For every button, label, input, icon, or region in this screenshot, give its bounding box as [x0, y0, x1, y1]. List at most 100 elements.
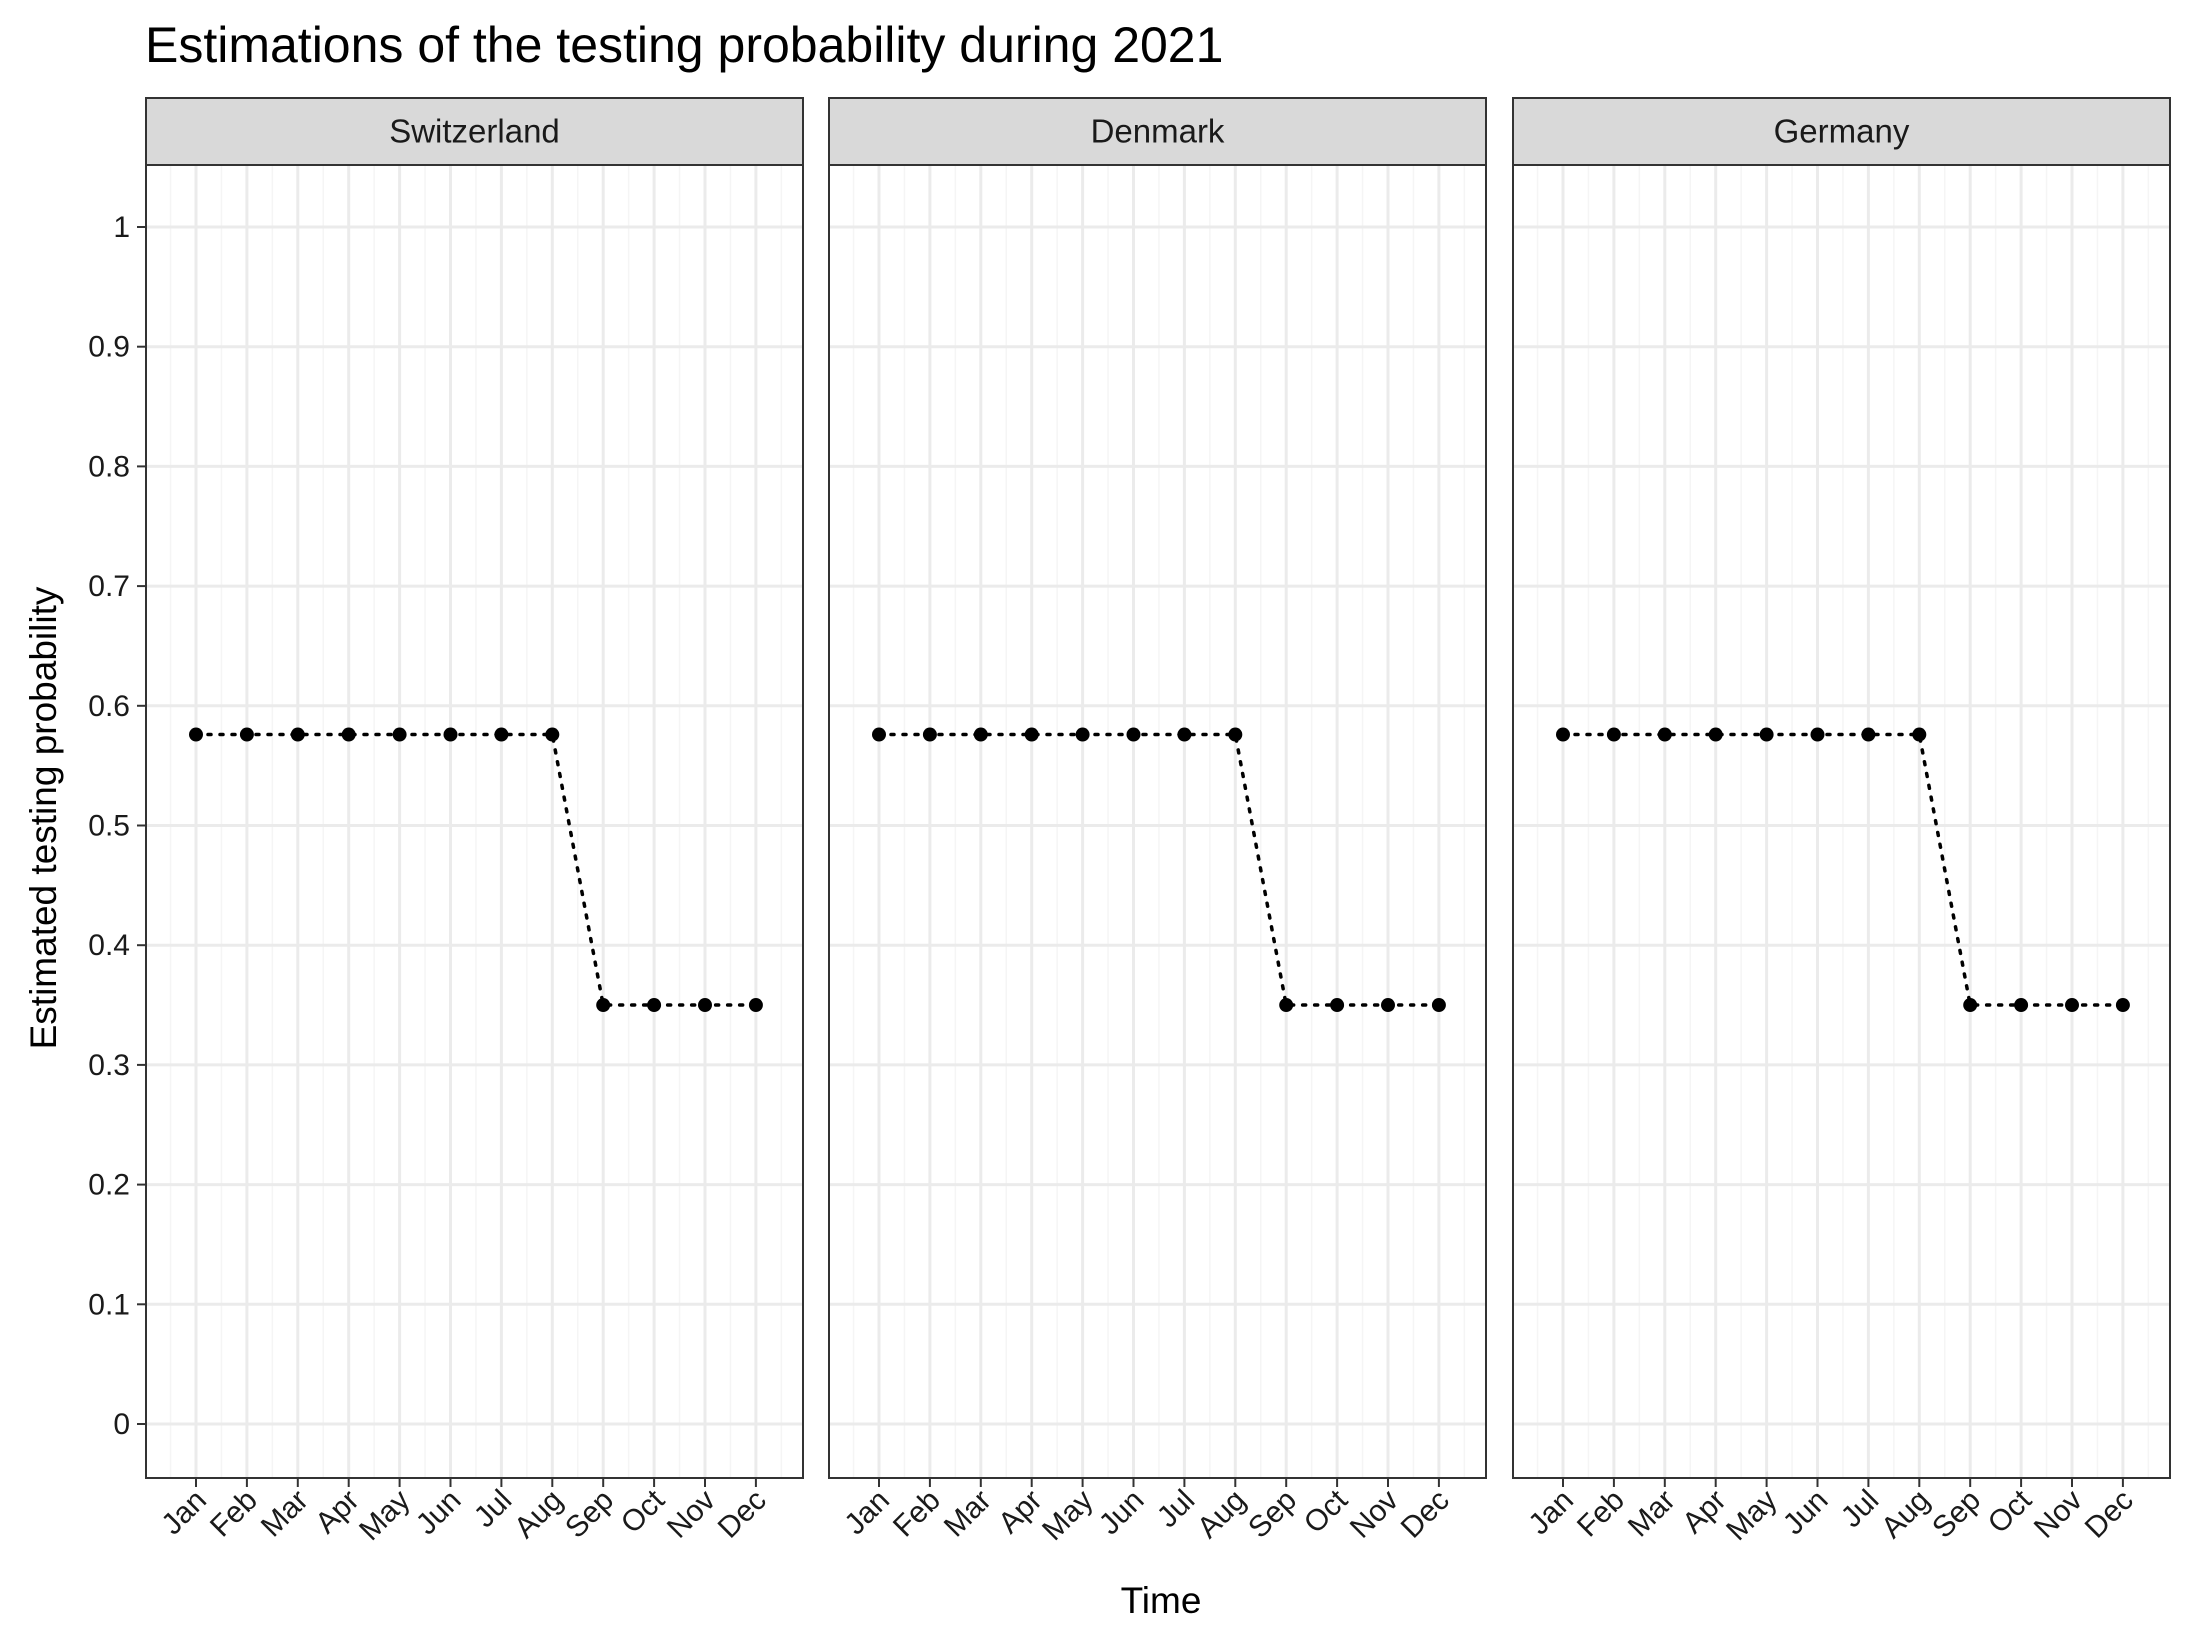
data-point	[392, 727, 407, 742]
y-tick-label: 0.2	[88, 1169, 130, 1202]
x-tick-label: Jul	[1835, 1484, 1885, 1534]
x-tick-label: Feb	[1571, 1484, 1631, 1544]
x-tick-label: Jul	[468, 1484, 518, 1534]
data-point	[1126, 727, 1141, 742]
x-tick-label: Sep	[559, 1484, 620, 1545]
data-point	[1330, 998, 1345, 1013]
data-point	[1381, 998, 1395, 1013]
x-tick-label: Mar	[255, 1484, 315, 1544]
x-axis-title: Time	[1121, 1580, 1202, 1621]
x-tick-label: Mar	[1622, 1484, 1682, 1544]
x-tick-label: Jan	[155, 1484, 213, 1542]
x-tick-label: May	[1720, 1484, 1783, 1547]
facet-strip-label: Denmark	[1091, 113, 1225, 150]
x-tick-label: Apr	[992, 1484, 1048, 1540]
x-tick-label: May	[353, 1484, 416, 1547]
x-tick-label: Jan	[1522, 1484, 1580, 1542]
x-tick-label: Aug	[508, 1484, 569, 1545]
data-point	[872, 727, 886, 742]
series-line	[877, 732, 1441, 1007]
data-point	[239, 727, 254, 742]
y-tick-label: 1	[113, 211, 130, 244]
y-tick-label: 0.6	[88, 690, 130, 723]
x-tick-label: Oct	[1298, 1483, 1355, 1540]
data-point	[1708, 727, 1723, 742]
x-tick-label: Sep	[1926, 1484, 1987, 1545]
data-point	[596, 998, 611, 1013]
series-line	[1561, 732, 2125, 1007]
data-point	[973, 727, 988, 742]
data-point	[1075, 727, 1090, 742]
data-point	[1963, 998, 1978, 1013]
data-point	[2065, 998, 2079, 1013]
data-point	[1606, 727, 1621, 742]
y-axis-title: Estimated testing probability	[23, 586, 64, 1049]
y-tick-label: 0.1	[88, 1288, 130, 1321]
x-tick-label: Sep	[1242, 1484, 1303, 1545]
data-point	[1759, 727, 1774, 742]
data-point	[2115, 998, 2130, 1013]
data-point	[1279, 998, 1294, 1013]
y-tick-label: 0.3	[88, 1049, 130, 1082]
data-point	[1912, 727, 1927, 742]
x-tick-label: Oct	[615, 1483, 672, 1540]
x-tick-label: Oct	[1982, 1483, 2039, 1540]
panel-border	[1512, 164, 2171, 1479]
data-point	[647, 998, 662, 1013]
data-point	[341, 727, 356, 742]
x-tick-label: Nov	[2028, 1484, 2089, 1545]
x-tick-label: Jun	[410, 1484, 468, 1542]
y-tick-label: 0.9	[88, 331, 130, 364]
panel-border	[145, 164, 804, 1479]
panel-background	[1513, 165, 2170, 1478]
x-tick-label: Aug	[1875, 1484, 1936, 1545]
series-line	[194, 732, 758, 1007]
data-point	[290, 727, 305, 742]
x-tick-label: Apr	[1676, 1484, 1732, 1540]
data-point	[1556, 727, 1570, 742]
data-point	[443, 727, 458, 742]
x-tick-label: Dec	[712, 1484, 773, 1545]
y-axis: 0 0.1 0.2 0.3 0.4 0.5 0.6 0.7 0.8 0.9 1	[88, 211, 146, 1441]
y-tick-label: 0.5	[88, 810, 130, 843]
panel-background	[829, 165, 1486, 1478]
panel-background	[146, 165, 803, 1478]
x-tick-label: Aug	[1191, 1484, 1252, 1545]
data-point	[698, 998, 712, 1013]
x-tick-label: Jul	[1151, 1484, 1201, 1534]
x-tick-label: Feb	[204, 1484, 264, 1544]
facet-strip	[145, 97, 804, 166]
x-tick-label: Dec	[1395, 1484, 1456, 1545]
data-point	[1657, 727, 1672, 742]
y-tick-label: 0.8	[88, 450, 130, 483]
data-point	[2014, 998, 2029, 1013]
x-tick-label: Dec	[2079, 1484, 2140, 1545]
x-tick-label: Jun	[1777, 1484, 1835, 1542]
x-tick-label: Nov	[661, 1484, 722, 1545]
x-tick-label: Apr	[309, 1484, 365, 1540]
facet-strip-label: Germany	[1774, 113, 1910, 150]
x-tick-label: May	[1036, 1484, 1099, 1547]
data-point	[545, 727, 560, 742]
data-point	[922, 727, 937, 742]
x-tick-label: Jun	[1093, 1484, 1151, 1542]
y-tick-label: 0.4	[88, 929, 130, 962]
data-point	[189, 727, 203, 742]
data-point	[1024, 727, 1039, 742]
data-point	[1431, 998, 1446, 1013]
data-point	[1177, 727, 1192, 742]
x-tick-label: Jan	[838, 1484, 896, 1542]
facet-strip-label: Switzerland	[389, 113, 560, 150]
x-tick-label: Mar	[938, 1484, 998, 1544]
data-point	[748, 998, 763, 1013]
data-point	[494, 727, 509, 742]
y-tick-label: 0.7	[88, 570, 130, 603]
data-point	[1861, 727, 1876, 742]
data-point	[1810, 727, 1825, 742]
x-tick-label: Feb	[887, 1484, 947, 1544]
